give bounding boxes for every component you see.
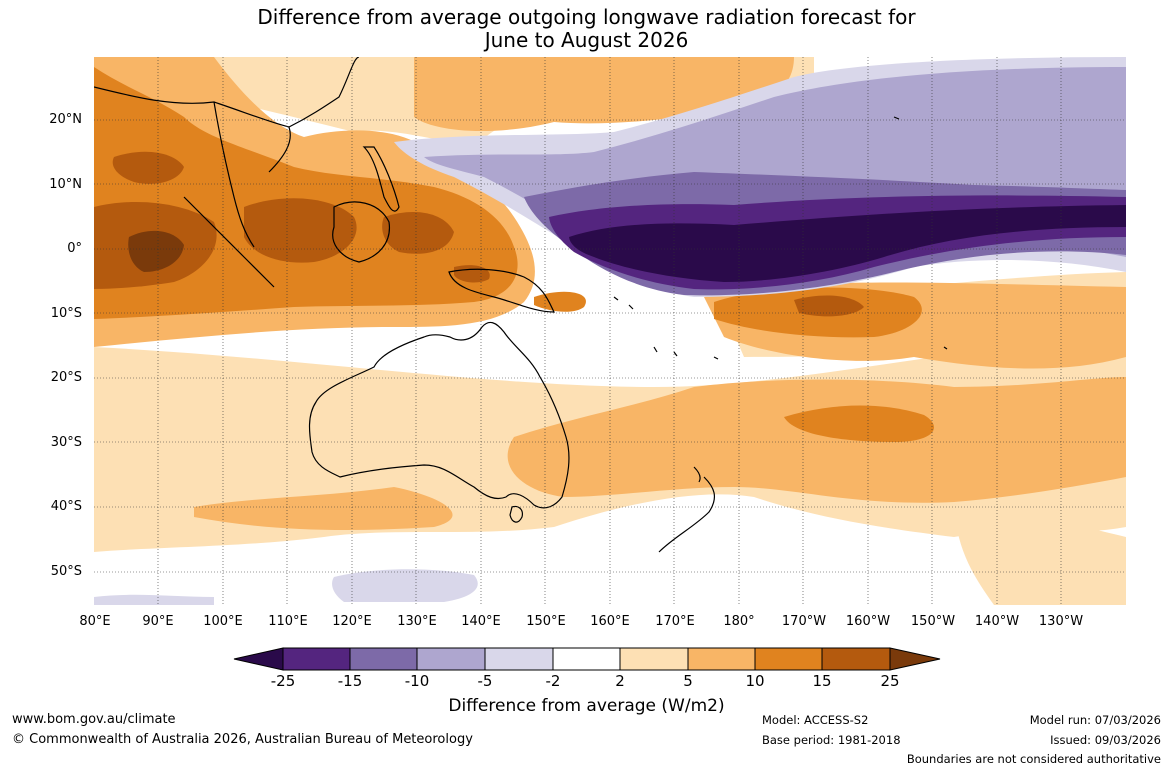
issued-date: Issued: 09/03/2026: [1050, 733, 1161, 747]
lon-label-140w: 140°W: [974, 614, 1020, 629]
lat-label-equator: 0°: [67, 241, 82, 256]
lon-label-80e: 80°E: [79, 614, 111, 629]
colorbar-swatch-neg2-2: [552, 647, 621, 671]
boundaries-disclaimer: Boundaries are not considered authoritat…: [906, 752, 1161, 766]
philippines-coastline: [362, 146, 400, 212]
lon-label-160e: 160°E: [590, 614, 630, 629]
lon-label-140e: 140°E: [461, 614, 501, 629]
website-link[interactable]: www.bom.gov.au/climate: [12, 712, 176, 727]
lon-label-120e: 120°E: [332, 614, 372, 629]
colorbar-tick: -5: [477, 672, 493, 690]
colorbar-swatch-neg5-neg2: [484, 647, 554, 671]
new-zealand-coastline: [658, 466, 716, 553]
colorbar-swatch-15-25: [821, 647, 891, 671]
lon-label-150e: 150°E: [526, 614, 566, 629]
lat-label-10s: 10°S: [50, 306, 82, 321]
lat-label-50s: 50°S: [50, 564, 82, 579]
colorbar-tick: 2: [615, 672, 625, 690]
colorbar-tick: 5: [683, 672, 693, 690]
lon-label-170w: 170°W: [781, 614, 827, 629]
colorbar-swatch-5-10: [687, 647, 756, 671]
map-gridlines: [94, 57, 1126, 605]
lat-label-10n: 10°N: [49, 177, 82, 192]
colorbar-tick: 15: [812, 672, 832, 690]
olr-anomaly-map: [94, 57, 1126, 605]
copyright-notice: © Commonwealth of Australia 2026, Austra…: [12, 732, 473, 747]
colorbar-swatch-2-5: [619, 647, 689, 671]
lon-label-160w: 160°W: [845, 614, 891, 629]
lon-label-150w: 150°W: [910, 614, 956, 629]
lat-label-30s: 30°S: [50, 435, 82, 450]
lat-label-40s: 40°S: [50, 499, 82, 514]
lat-label-20n: 20°N: [49, 112, 82, 127]
anomaly-band-lt-neg25: [569, 205, 1126, 282]
lon-label-130e: 130°E: [397, 614, 437, 629]
lon-label-170e: 170°E: [655, 614, 695, 629]
anomaly-band-gt-25: [128, 230, 184, 272]
colorbar-tick: 10: [745, 672, 765, 690]
colorbar-swatch-10-15: [754, 647, 823, 671]
colorbar-tick: 25: [880, 672, 900, 690]
colorbar-tick: -2: [545, 672, 561, 690]
sumatra-coastline: [183, 196, 275, 288]
asia-coastline: [94, 57, 360, 248]
lon-label-110e: 110°E: [268, 614, 308, 629]
model-run-date: Model run: 07/03/2026: [1029, 713, 1161, 727]
colorbar-tick: -15: [337, 672, 363, 690]
borneo-coastline: [332, 201, 390, 263]
colorbar-swatch-neg10-neg5: [416, 647, 486, 671]
model-name: Model: ACCESS-S2: [762, 713, 869, 727]
pacific-islands: [613, 116, 948, 360]
lat-label-20s: 20°S: [50, 370, 82, 385]
lon-label-180: 180°: [723, 614, 755, 629]
base-period: Base period: 1981-2018: [762, 733, 901, 747]
colorbar-swatch-neg15-neg10: [349, 647, 418, 671]
lon-label-130w: 130°W: [1038, 614, 1084, 629]
colorbar-swatch-lt-neg25: [233, 647, 284, 671]
new-guinea-coastline: [448, 268, 555, 313]
map-title-line-1: Difference from average outgoing longwav…: [257, 5, 916, 29]
colorbar-tick: -10: [404, 672, 430, 690]
map-title-line-2: June to August 2026: [484, 28, 689, 52]
colorbar-tick: -25: [270, 672, 296, 690]
colorbar-swatch-gt-25: [889, 647, 941, 671]
colorbar-label: Difference from average (W/m2): [448, 696, 725, 716]
australia-coastline: [308, 321, 570, 509]
lon-label-100e: 100°E: [203, 614, 243, 629]
lon-label-90e: 90°E: [142, 614, 174, 629]
colorbar-swatch-neg25-neg15: [282, 647, 351, 671]
colorbar-legend: [233, 647, 941, 671]
